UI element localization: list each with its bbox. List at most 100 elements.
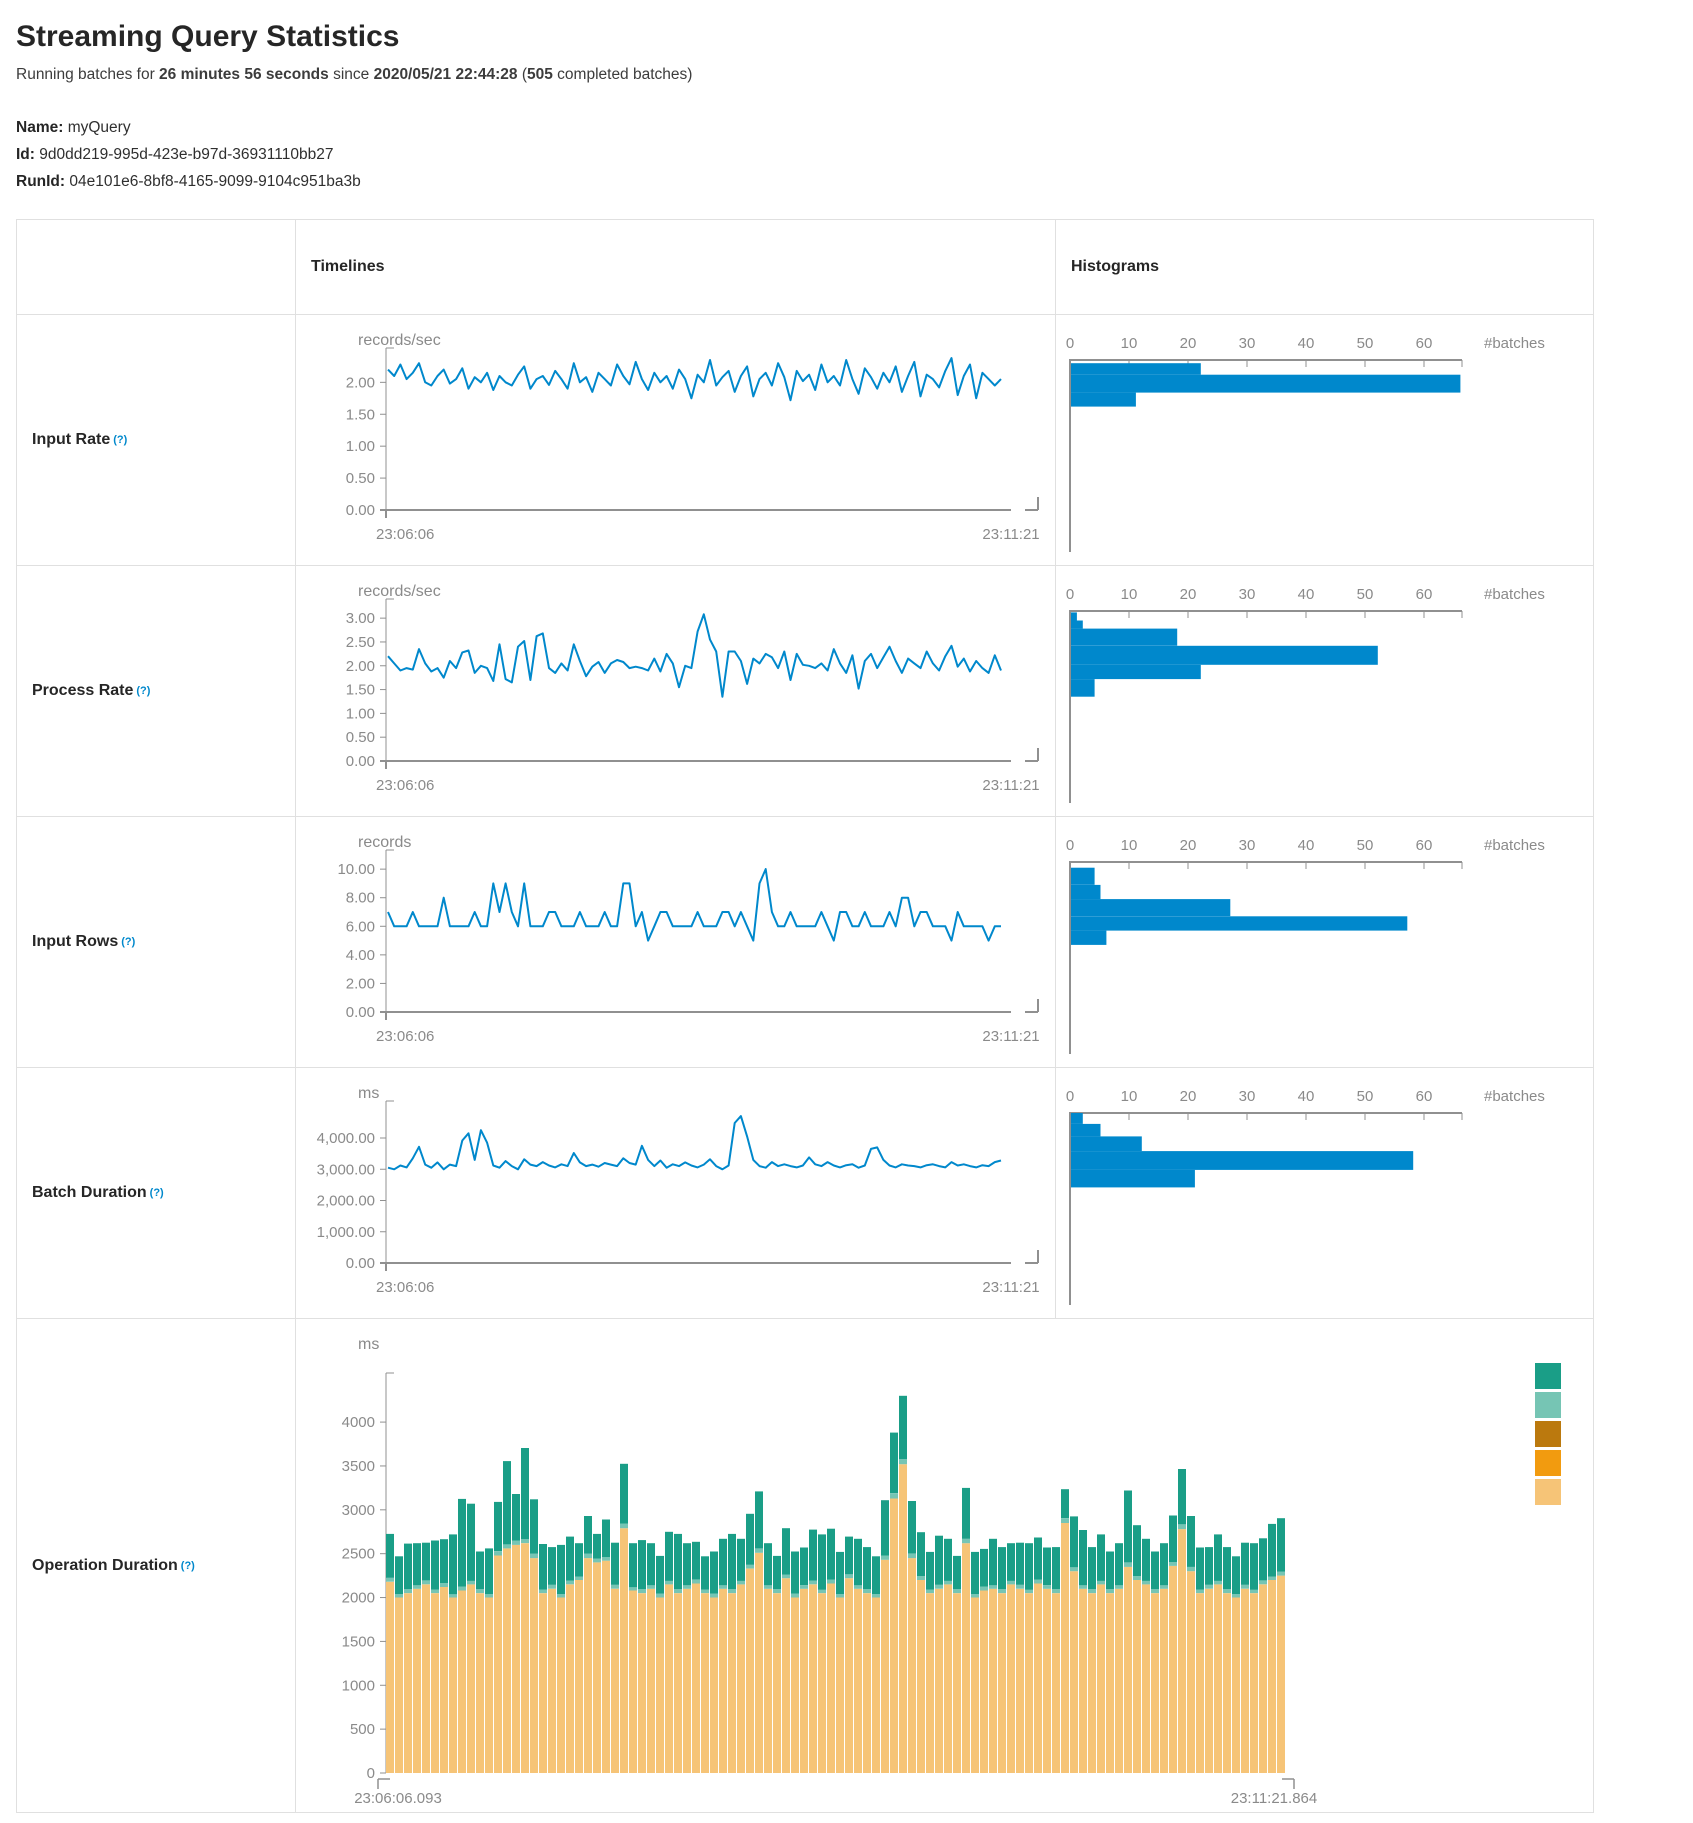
y-tick-label: 1.50 — [346, 682, 375, 699]
stack-segment — [719, 1588, 727, 1773]
stack-segment — [665, 1584, 673, 1773]
stack-segment — [548, 1584, 556, 1589]
y-axis — [380, 1100, 394, 1264]
stack-segment — [431, 1540, 439, 1590]
timeline-series — [387, 868, 1001, 942]
y-tick-label: 4.00 — [346, 947, 375, 964]
hist-x-tick-label: 50 — [1357, 586, 1374, 603]
histogram-bar — [1071, 620, 1083, 629]
stack-segment — [962, 1538, 970, 1544]
stack-segment — [773, 1593, 781, 1773]
operation-duration-help-icon[interactable]: (?) — [180, 1559, 195, 1572]
stack-segment — [512, 1544, 520, 1773]
stack-segment — [1196, 1547, 1204, 1590]
stack-segment — [566, 1536, 574, 1581]
stack-segment — [620, 1463, 628, 1524]
input-rows-help-icon[interactable]: (?) — [121, 936, 136, 948]
stack-segment — [638, 1589, 646, 1594]
runid-value: 04e101e6-8bf8-4165-9099-9104c951ba3b — [65, 173, 361, 190]
hist-x-tick-label: 10 — [1121, 586, 1138, 603]
y-tick-label: 8.00 — [346, 890, 375, 907]
stack-segment — [890, 1493, 898, 1499]
stack-segment — [404, 1543, 412, 1590]
stack-segment — [782, 1578, 790, 1773]
x-axis — [377, 1778, 1295, 1789]
y-axis-unit-label: records/sec — [358, 332, 441, 349]
x-end-label: 23:11:21.864 — [1231, 1790, 1317, 1807]
x-end-label: 23:11:21 — [982, 777, 1039, 794]
stack-segment — [809, 1529, 817, 1581]
stack-segment — [404, 1589, 412, 1594]
stack-segment — [746, 1513, 754, 1565]
hist-x-tick-label: 10 — [1121, 1088, 1138, 1105]
stack-segment — [494, 1555, 502, 1773]
input-rate-timeline-chart: records/sec 0.00 0.50 1.00 1.50 2.00 23:06:06 2… — [346, 332, 1040, 543]
stack-segment — [764, 1585, 772, 1589]
page-title: Streaming Query Statistics — [16, 20, 400, 53]
stack-segment — [458, 1586, 466, 1591]
stack-segment — [755, 1491, 763, 1549]
stack-segment — [431, 1593, 439, 1773]
stack-segment — [962, 1487, 970, 1539]
stack-segment — [701, 1589, 709, 1594]
stack-segment — [485, 1594, 493, 1598]
stack-segment — [953, 1593, 961, 1773]
stack-segment — [467, 1584, 475, 1773]
input-rows-timeline-cell: records 0.00 2.00 4.00 6.00 8.00 10.00 23:06:06… — [296, 816, 1056, 1067]
y-tick-label: 1.50 — [346, 406, 375, 423]
stack-segment — [440, 1583, 448, 1587]
stack-segment — [1223, 1589, 1231, 1594]
stack-segment — [503, 1461, 511, 1545]
stack-segment — [872, 1597, 880, 1773]
stack-segment — [746, 1568, 754, 1773]
stack-segment — [476, 1589, 484, 1594]
stack-segment — [782, 1574, 790, 1579]
legend-swatch — [1535, 1479, 1561, 1505]
hist-x-tick-label: 50 — [1357, 335, 1374, 352]
stack-segment — [395, 1594, 403, 1598]
stack-segment — [683, 1588, 691, 1773]
stack-segment — [728, 1589, 736, 1594]
batches-axis-label: #batches — [1484, 837, 1545, 854]
hist-x-tick-label: 10 — [1121, 335, 1138, 352]
hist-x-tick-label: 30 — [1239, 586, 1256, 603]
timeline-series — [387, 357, 1002, 402]
stack-segment — [1160, 1588, 1168, 1773]
stack-segment — [566, 1580, 574, 1585]
stack-segment — [647, 1585, 655, 1589]
stack-segment — [998, 1593, 1006, 1773]
stack-segment — [674, 1589, 682, 1594]
stack-segment — [1025, 1593, 1033, 1773]
process-rate-help-icon[interactable]: (?) — [136, 685, 151, 697]
input-rows-histogram-chart: 0 10 20 30 40 50 60 #batches — [1066, 837, 1545, 1054]
stack-segment — [692, 1579, 700, 1584]
stack-segment — [521, 1448, 529, 1540]
hist-x-tick-label: 30 — [1239, 1088, 1256, 1105]
stack-segment — [431, 1589, 439, 1594]
batch-duration-timeline-chart: ms 0.00 1,000.00 2,000.00 3,000.00 4,000.00 23… — [317, 1085, 1040, 1296]
stack-segment — [530, 1553, 538, 1559]
input-rate-help-icon[interactable]: (?) — [113, 434, 128, 446]
batch-duration-help-icon[interactable]: (?) — [149, 1187, 164, 1199]
batch-duration-histogram-chart: 0 10 20 30 40 50 60 #batches — [1066, 1088, 1545, 1305]
stack-segment — [629, 1590, 637, 1773]
stack-segment — [395, 1556, 403, 1594]
stack-segment — [971, 1551, 979, 1594]
input-rows-histogram-cell: 0 10 20 30 40 50 60 #batches — [1056, 816, 1593, 1067]
y-tick-label: 0 — [367, 1765, 375, 1782]
process-rate-timeline-chart: records/sec 0.00 0.50 1.00 1.50 2.00 2.50 3.00 2… — [346, 583, 1040, 794]
completed-batches-count: 505 — [526, 66, 553, 83]
stack-segment — [854, 1588, 862, 1773]
batches-axis-label: #batches — [1484, 335, 1545, 352]
row-label-process-rate: Process Rate (?) — [17, 565, 296, 816]
stack-segment — [836, 1594, 844, 1598]
y-tick-label: 4,000.00 — [317, 1130, 375, 1147]
stack-segment — [1124, 1566, 1132, 1773]
stack-segment — [611, 1588, 619, 1773]
stack-segment — [719, 1538, 727, 1586]
histogram-bar — [1071, 899, 1231, 917]
stack-segment — [503, 1548, 511, 1773]
stack-segment — [845, 1536, 853, 1575]
stack-segment — [1007, 1543, 1015, 1581]
stack-segment — [1016, 1584, 1024, 1589]
